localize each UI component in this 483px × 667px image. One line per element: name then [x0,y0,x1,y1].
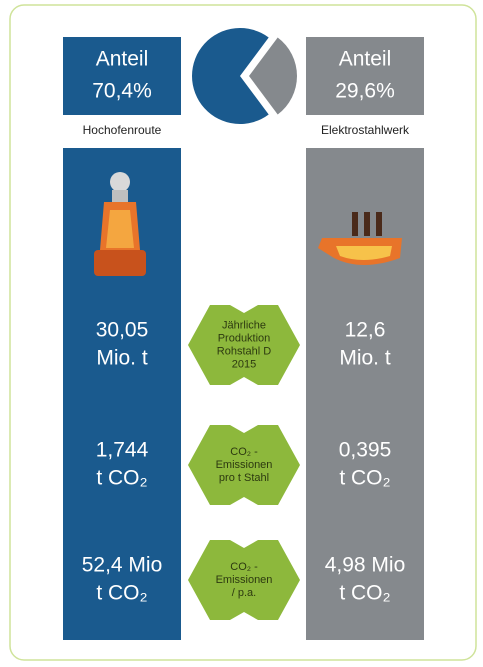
right-share: 29,6% [335,80,395,103]
label-line: CO₂ - [230,561,258,573]
label-line: / p.a. [232,587,256,599]
metric-value: 12,6 [345,319,386,342]
label-line: Emissionen [216,574,273,586]
left-share: 70,4% [92,80,152,103]
left-header: Anteil [96,48,149,71]
metric-value: 52,4 Mio [82,554,163,577]
label-hexagon [188,540,300,620]
label-hexagon [188,425,300,505]
right-header-box [306,37,424,115]
metric-value: 1,744 [96,439,149,462]
pie-slice [249,37,297,115]
metric-unit: t CO₂ [96,582,147,605]
metric-unit: Mio. t [96,347,148,370]
label-line: Jährliche [222,319,266,331]
label-line: pro t Stahl [219,472,269,484]
label-line: Rohstahl D [217,345,271,357]
label-line: Produktion [218,332,271,344]
metric-unit: Mio. t [339,347,391,370]
metric-unit: t CO₂ [339,467,390,490]
metric-unit: t CO₂ [96,467,147,490]
pie-slice [192,27,269,124]
share-pie [192,27,297,124]
metric-value: 4,98 Mio [325,554,406,577]
label-line: CO₂ - [230,446,258,458]
metric-value: 0,395 [339,439,392,462]
left-header-box [63,37,181,115]
electric-furnace-icon [318,212,402,265]
right-header: Anteil [339,48,392,71]
label-hexagon [188,305,300,385]
metric-value: 30,05 [96,319,149,342]
left-name: Hochofenroute [83,123,162,137]
label-line: Emissionen [216,459,273,471]
right-name: Elektrostahlwerk [321,123,410,137]
label-line: 2015 [232,358,256,370]
metric-unit: t CO₂ [339,582,390,605]
blast-furnace-icon [94,172,146,276]
